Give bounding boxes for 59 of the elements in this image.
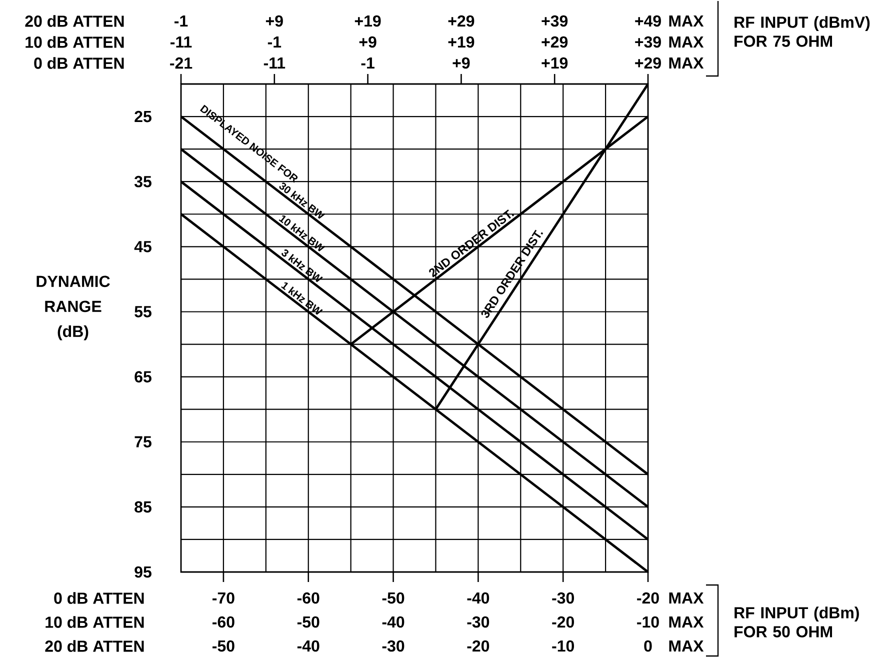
y-tick-label: 55: [134, 306, 152, 318]
text: MAX: [669, 592, 704, 604]
text: -50: [297, 616, 320, 628]
text: +29: [542, 36, 568, 48]
text: -30: [382, 640, 404, 652]
text: MAX: [669, 640, 704, 652]
text: +9: [266, 15, 283, 27]
text: 20 dB ATTEN: [25, 15, 124, 27]
text: 0: [644, 640, 652, 652]
text: -10: [637, 616, 659, 628]
text: MAX: [669, 15, 704, 26]
y-axis-title: DYNAMIC RANGE (dB): [36, 276, 110, 340]
x2-tick-label: -21: [170, 57, 192, 69]
y-tick-label: 25: [134, 110, 152, 122]
text: -50: [212, 640, 234, 652]
y-tick-label: 45: [134, 241, 152, 252]
x2-axis-title: RF INPUT (dBmV) FOR 75 OHM: [734, 16, 870, 47]
text: MAX: [669, 36, 704, 48]
y-tick-label: 85: [134, 501, 152, 513]
text: -20: [467, 640, 490, 652]
text: -60: [212, 616, 234, 628]
y-tick-label: 75: [134, 436, 152, 448]
text: 0 dB ATTEN: [34, 57, 124, 69]
text: -30: [467, 616, 490, 628]
text: MAX: [669, 57, 704, 68]
text: -10: [552, 640, 574, 652]
x2-tick-label: -11: [264, 57, 286, 68]
x-tick-label: -30: [552, 592, 574, 604]
text: 0 dB ATTEN: [54, 592, 144, 604]
text: +9: [359, 36, 376, 48]
text: 10 dB ATTEN: [46, 616, 144, 628]
y-tick-label: 65: [134, 371, 152, 382]
x2-tick-label: +19: [542, 57, 568, 69]
text: -40: [382, 616, 404, 628]
text: +19: [354, 15, 381, 27]
text: +49: [635, 15, 661, 27]
text: -1: [268, 36, 282, 48]
x-tick-label: -40: [467, 592, 490, 604]
x2-tick-label: +9: [452, 57, 470, 69]
x-tick-label: -50: [382, 592, 404, 604]
text: +19: [448, 36, 474, 48]
text: +29: [448, 15, 474, 27]
text: -11: [170, 36, 192, 48]
text: 10 dB ATTEN: [26, 36, 124, 48]
y-tick-label: 95: [134, 566, 152, 578]
x2-tick-label: +29: [635, 57, 661, 69]
x2-tick-label: -1: [361, 57, 374, 68]
y-tick-label: 35: [134, 176, 152, 188]
x-axis-title: RF INPUT (dBm) FOR 50 OHM: [734, 606, 859, 638]
text: -1: [174, 15, 188, 26]
x-tick-label: -60: [297, 592, 320, 604]
text: -20: [552, 616, 574, 628]
text: -40: [297, 640, 320, 652]
text: 20 dB ATTEN: [45, 640, 144, 652]
text: +39: [635, 36, 661, 48]
x-tick-label: -20: [637, 592, 659, 604]
text: +39: [542, 15, 568, 27]
x-tick-label: -70: [212, 592, 234, 604]
text: MAX: [669, 616, 704, 628]
